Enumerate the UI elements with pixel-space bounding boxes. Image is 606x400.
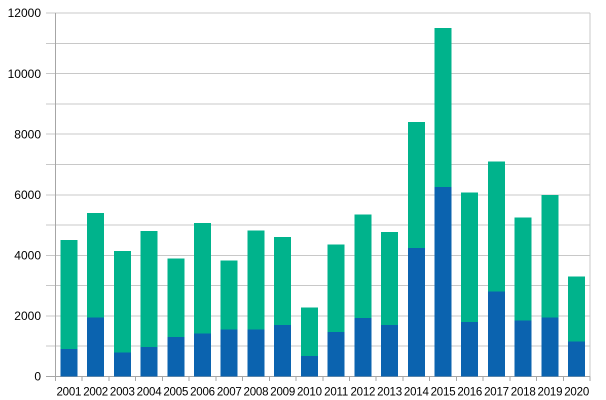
bar-2019-series-1-blue bbox=[541, 317, 559, 377]
bar-2008-series-1-blue bbox=[247, 329, 265, 377]
x-axis-label-2002: 2002 bbox=[83, 387, 108, 399]
bar-2011-series-2-green bbox=[327, 244, 345, 332]
bar-2009-series-1-blue bbox=[274, 325, 292, 377]
bar-2010-series-2-green bbox=[300, 307, 318, 357]
y-axis-label-0: 0 bbox=[34, 370, 41, 384]
bar-2010-series-1-blue bbox=[300, 356, 318, 377]
bar-2015-series-2-green bbox=[434, 28, 452, 188]
y-axis-label-8000: 8000 bbox=[14, 127, 41, 141]
x-axis-label-2006: 2006 bbox=[190, 387, 215, 399]
bar-2014-series-2-green bbox=[407, 122, 425, 248]
x-axis-label-2007: 2007 bbox=[217, 387, 242, 399]
x-axis-label-2008: 2008 bbox=[244, 387, 269, 399]
x-axis-label-2017: 2017 bbox=[484, 387, 509, 399]
y-axis-label-4000: 4000 bbox=[14, 249, 41, 263]
y-axis-label-12000: 12000 bbox=[8, 6, 42, 20]
bar-2018-series-2-green bbox=[514, 217, 532, 321]
x-axis-label-2004: 2004 bbox=[137, 387, 163, 399]
x-axis-label-2012: 2012 bbox=[350, 387, 375, 399]
bar-2003-series-1-blue bbox=[113, 352, 131, 377]
bar-2004-series-2-green bbox=[140, 231, 158, 347]
y-axis-label-6000: 6000 bbox=[14, 188, 41, 202]
x-axis-label-2005: 2005 bbox=[163, 387, 188, 399]
bar-2019-series-2-green bbox=[541, 194, 559, 318]
y-axis-label-2000: 2000 bbox=[14, 309, 41, 323]
bar-2012-series-1-blue bbox=[354, 318, 372, 377]
x-axis-label-2014: 2014 bbox=[404, 387, 430, 399]
bar-2012-series-2-green bbox=[354, 214, 372, 319]
bar-2015-series-1-blue bbox=[434, 187, 452, 377]
x-axis-label-2020: 2020 bbox=[564, 387, 589, 399]
bar-2005-series-1-blue bbox=[167, 337, 185, 377]
x-axis-label-2003: 2003 bbox=[110, 387, 135, 399]
x-axis-label-2011: 2011 bbox=[324, 387, 348, 399]
bar-2009-series-2-green bbox=[274, 237, 292, 326]
bar-2014-series-1-blue bbox=[407, 247, 425, 377]
bar-2003-series-2-green bbox=[113, 250, 131, 353]
x-axis-label-2015: 2015 bbox=[431, 387, 456, 399]
bar-2007-series-2-green bbox=[220, 260, 238, 330]
bar-2013-series-2-green bbox=[381, 231, 399, 326]
y-axis-label-10000: 10000 bbox=[8, 67, 42, 81]
bar-2002-series-2-green bbox=[87, 212, 105, 318]
bar-2011-series-1-blue bbox=[327, 331, 345, 377]
bar-2020-series-2-green bbox=[568, 276, 586, 342]
bar-2005-series-2-green bbox=[167, 258, 185, 338]
x-axis-label-2001: 2001 bbox=[56, 387, 81, 399]
bar-2016-series-2-green bbox=[461, 192, 479, 322]
x-axis-label-2019: 2019 bbox=[538, 387, 563, 399]
bar-2006-series-1-blue bbox=[193, 333, 211, 377]
bar-2002-series-1-blue bbox=[87, 317, 105, 377]
x-axis-label-2013: 2013 bbox=[377, 387, 402, 399]
bar-2004-series-1-blue bbox=[140, 346, 158, 377]
bar-2018-series-1-blue bbox=[514, 320, 532, 377]
bar-2020-series-1-blue bbox=[568, 341, 586, 377]
bar-2006-series-2-green bbox=[193, 222, 211, 334]
x-axis-label-2009: 2009 bbox=[270, 387, 295, 399]
bar-2001-series-2-green bbox=[60, 240, 78, 350]
bar-2016-series-1-blue bbox=[461, 321, 479, 377]
bar-2017-series-1-blue bbox=[487, 291, 505, 377]
bar-2007-series-1-blue bbox=[220, 329, 238, 377]
bar-2013-series-1-blue bbox=[381, 325, 399, 377]
bar-2001-series-1-blue bbox=[60, 349, 78, 377]
x-axis-label-2010: 2010 bbox=[297, 387, 322, 399]
bar-2017-series-2-green bbox=[487, 161, 505, 292]
x-axis-label-2018: 2018 bbox=[511, 387, 536, 399]
bar-2008-series-2-green bbox=[247, 230, 265, 330]
x-axis-label-2016: 2016 bbox=[457, 387, 482, 399]
